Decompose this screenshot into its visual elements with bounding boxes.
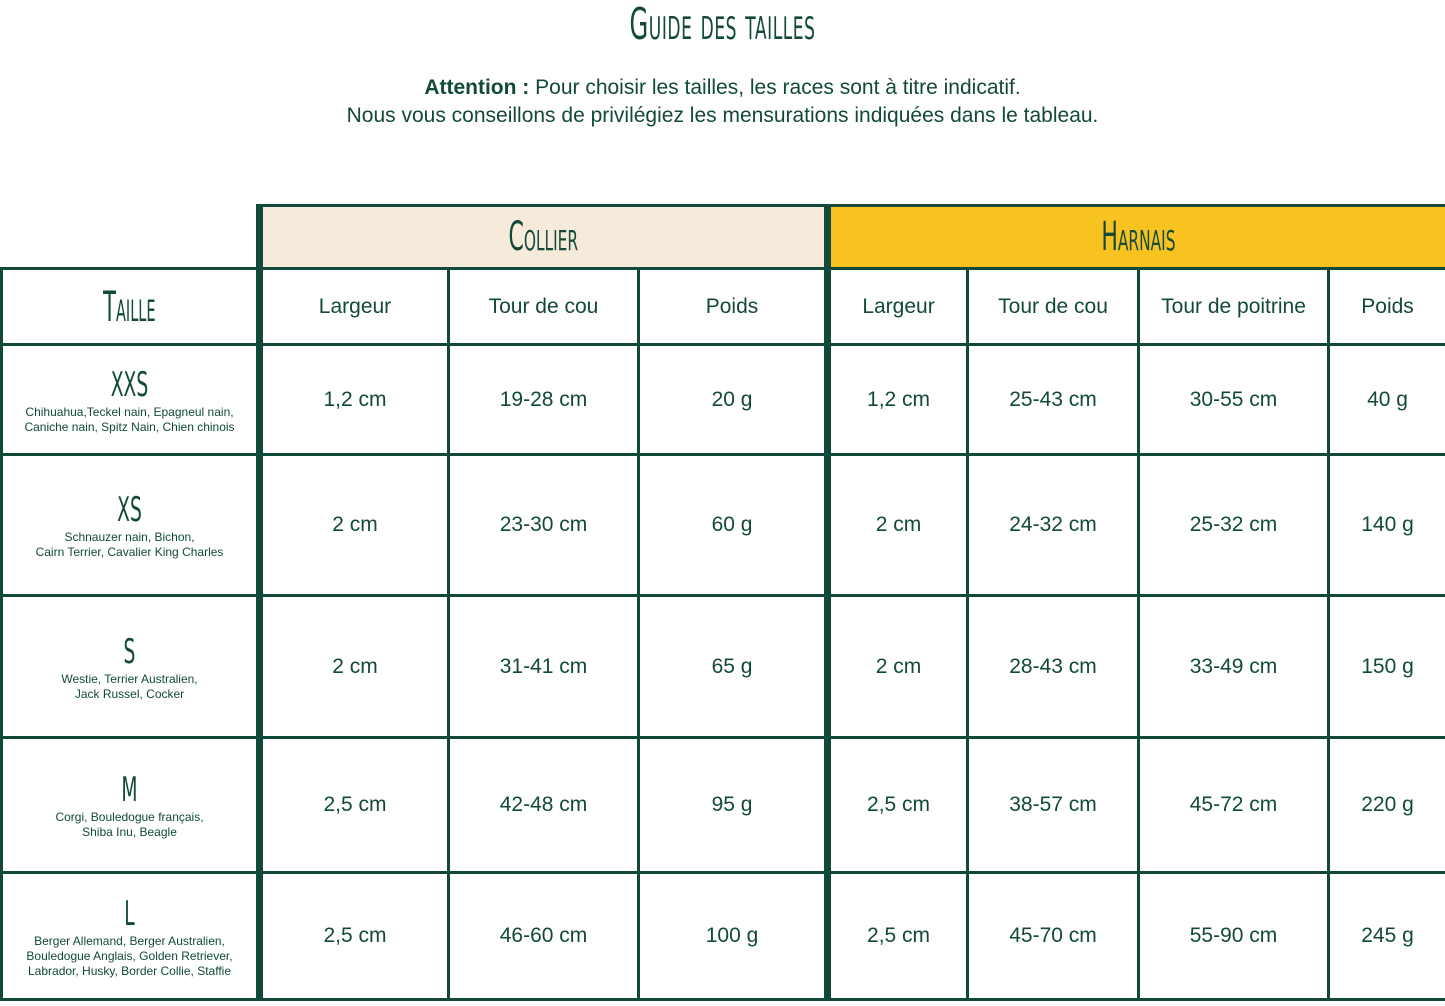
size-cell: XXS Chihuahua,Teckel nain, Epagneul nain,… (0, 343, 261, 456)
breed-line: Jack Russel, Cocker (74, 686, 185, 701)
harnais-value-cell: 245 g (1327, 871, 1445, 1001)
size-label: S (123, 631, 136, 672)
collier-value-cell: 60 g (636, 453, 830, 597)
attention-label: Attention : (424, 76, 530, 99)
harnais-value-cell: 28-43 cm (966, 594, 1141, 739)
collier-value-cell: 2,5 cm (256, 871, 450, 1001)
column-header-harnais-tour-de-poitrine: Tour de poitrine (1137, 267, 1331, 346)
breed-line: Schnauzer nain, Bichon, (64, 530, 195, 544)
harnais-value-cell: 2,5 cm (824, 736, 970, 874)
note-line-2: Nous vous conseillons de privilégiez les… (346, 104, 1099, 127)
column-header-collier-tour-de-cou: Tour de cou (447, 267, 640, 346)
collier-value-cell: 2 cm (256, 594, 450, 739)
size-cell: L Berger Allemand, Berger Australien, Boul… (0, 871, 261, 1001)
harnais-value-cell: 25-32 cm (1137, 453, 1331, 597)
size-cell: S Westie, Terrier Australien, Jack Russel,… (0, 594, 261, 739)
collier-value-cell: 20 g (636, 343, 830, 456)
group-header-harnais: Harnais (824, 204, 1445, 270)
harnais-value-cell: 45-72 cm (1137, 736, 1331, 874)
size-label: XS (117, 490, 142, 530)
column-header-harnais-poids: Poids (1327, 267, 1445, 346)
harnais-value-cell: 55-90 cm (1137, 871, 1331, 1001)
breed-line: Berger Allemand, Berger Australien, (34, 933, 225, 948)
collier-value-cell: 65 g (636, 594, 830, 739)
harnais-value-cell: 150 g (1327, 594, 1445, 739)
breed-list: Westie, Terrier Australien, Jack Russel, … (3, 672, 256, 702)
table-row: XXS Chihuahua,Teckel nain, Epagneul nain,… (0, 343, 1445, 456)
breed-line: Caniche nain, Spitz Nain, Chien chinois (24, 419, 235, 434)
breed-line: Bouledogue Anglais, Golden Retriever, (26, 948, 233, 963)
table-row: M Corgi, Bouledogue français, Shiba Inu, B… (0, 736, 1445, 874)
breed-line: Cairn Terrier, Cavalier King Charles (35, 545, 224, 559)
breed-line: Corgi, Bouledogue français, (55, 810, 204, 824)
breed-line: Chihuahua,Teckel nain, Epagneul nain, (25, 404, 234, 419)
harnais-value-cell: 33-49 cm (1137, 594, 1331, 739)
size-guide-table: Collier Harnais Taille Largeur Tour de c… (0, 204, 1445, 1001)
harnais-value-cell: 2,5 cm (824, 871, 970, 1001)
breed-list: Schnauzer nain, Bichon, Cairn Terrier, Ca… (3, 530, 256, 560)
breed-line: Shiba Inu, Beagle (82, 825, 177, 839)
collier-value-cell: 23-30 cm (447, 453, 640, 597)
empty-corner (1, 205, 263, 269)
harnais-value-cell: 45-70 cm (966, 871, 1141, 1001)
note-line-1: Pour choisir les tailles, les races sont… (529, 76, 1021, 99)
column-header-taille: Taille (0, 267, 261, 346)
collier-value-cell: 100 g (636, 871, 830, 1001)
collier-value-cell: 46-60 cm (447, 871, 640, 1001)
table-row: S Westie, Terrier Australien, Jack Russel,… (0, 594, 1445, 739)
harnais-value-cell: 2 cm (824, 594, 970, 739)
size-label: XXS (110, 364, 149, 405)
collier-value-cell: 2 cm (256, 453, 450, 597)
harnais-value-cell: 25-43 cm (966, 343, 1141, 456)
collier-value-cell: 42-48 cm (447, 736, 640, 874)
breed-line: Labrador, Husky, Border Collie, Staffie (28, 963, 231, 978)
harnais-value-cell: 30-55 cm (1137, 343, 1331, 456)
harnais-value-cell: 38-57 cm (966, 736, 1141, 874)
attention-note: Attention : Pour choisir les tailles, le… (0, 74, 1445, 130)
harnais-value-cell: 2 cm (824, 453, 970, 597)
size-label: L (124, 893, 135, 934)
breed-line: Westie, Terrier Australien, (61, 671, 198, 686)
page-title: Guide des tailles (629, 0, 816, 50)
column-header-collier-poids: Poids (636, 267, 830, 346)
harnais-value-cell: 140 g (1327, 453, 1445, 597)
column-header-harnais-tour-de-cou: Tour de cou (966, 267, 1141, 346)
breed-list: Corgi, Bouledogue français, Shiba Inu, Be… (3, 810, 256, 840)
table-row: XS Schnauzer nain, Bichon, Cairn Terrier, … (0, 453, 1445, 597)
breed-list: Chihuahua,Teckel nain, Epagneul nain, Can… (3, 405, 256, 435)
column-header-harnais-largeur: Largeur (824, 267, 970, 346)
collier-value-cell: 19-28 cm (447, 343, 640, 456)
size-cell: XS Schnauzer nain, Bichon, Cairn Terrier, … (0, 453, 261, 597)
harnais-value-cell: 1,2 cm (824, 343, 970, 456)
table-row: L Berger Allemand, Berger Australien, Boul… (0, 871, 1445, 1001)
harnais-value-cell: 220 g (1327, 736, 1445, 874)
collier-value-cell: 1,2 cm (256, 343, 450, 456)
collier-value-cell: 95 g (636, 736, 830, 874)
harnais-value-cell: 24-32 cm (966, 453, 1141, 597)
collier-value-cell: 31-41 cm (447, 594, 640, 739)
collier-value-cell: 2,5 cm (256, 736, 450, 874)
size-label: M (121, 770, 138, 810)
harnais-value-cell: 40 g (1327, 343, 1445, 456)
group-header-collier: Collier (257, 204, 830, 270)
column-header-collier-largeur: Largeur (256, 267, 450, 346)
breed-list: Berger Allemand, Berger Australien, Boule… (3, 934, 256, 979)
size-cell: M Corgi, Bouledogue français, Shiba Inu, B… (0, 736, 261, 874)
